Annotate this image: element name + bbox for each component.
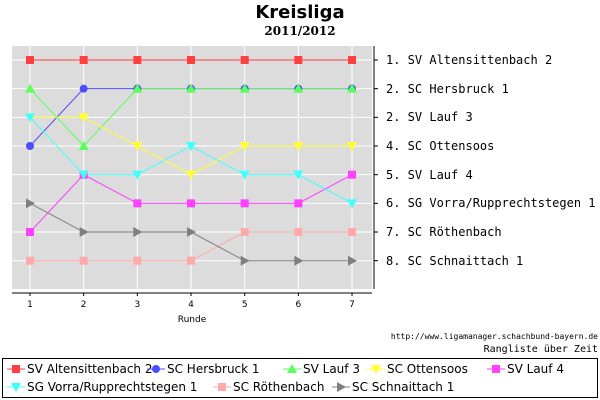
x-tick-label: 3 — [134, 300, 140, 310]
chart-plot: 1 2 3 4 5 6 7 Runde — [12, 46, 378, 325]
legend-marker — [218, 383, 226, 391]
data-point — [347, 83, 358, 93]
data-point — [78, 113, 89, 123]
data-point — [187, 227, 197, 238]
data-point — [239, 142, 250, 152]
data-point — [25, 83, 35, 93]
legend-swatch — [7, 383, 25, 392]
data-point — [79, 84, 88, 93]
chart-subtitle: 2011/2012 — [264, 24, 336, 38]
data-point — [240, 255, 250, 266]
data-point — [187, 199, 196, 208]
data-point — [133, 199, 142, 208]
legend-label: SC Röthenbach — [233, 380, 325, 394]
legend-swatch — [332, 382, 350, 392]
x-tick-label: 6 — [295, 300, 301, 310]
ranking-label: 2. SV Lauf 3 — [386, 110, 473, 125]
data-point — [293, 142, 304, 152]
data-point — [26, 228, 34, 237]
legend-label: SV Altensittenbach 2 — [27, 362, 153, 376]
data-point — [78, 170, 89, 180]
x-tick-label: 5 — [242, 300, 248, 310]
legend-label: SC Ottensoos — [387, 362, 468, 376]
data-point — [187, 256, 196, 265]
legend-swatch — [213, 383, 231, 391]
data-point — [348, 170, 357, 179]
legend-marker — [337, 382, 346, 392]
data-point — [186, 83, 197, 93]
data-point — [25, 113, 35, 123]
data-point — [294, 199, 303, 208]
data-point — [132, 142, 143, 152]
data-point — [347, 142, 358, 152]
x-tick-label: 7 — [349, 300, 355, 310]
legend-marker — [11, 383, 21, 392]
data-point — [26, 256, 34, 265]
legend-marker — [371, 365, 381, 374]
legend-label: SC Schnaittach 1 — [352, 380, 455, 394]
legend-swatch — [147, 365, 165, 373]
data-point — [187, 56, 196, 64]
chart-caption: Rangliste über Zeit — [483, 344, 598, 355]
data-point — [186, 170, 197, 180]
data-point — [348, 228, 357, 237]
ranking-label: 2. SC Hersbruck 1 — [386, 81, 509, 96]
legend-label: SG Vorra/Rupprechtstegen 1 — [27, 380, 198, 394]
data-point — [133, 227, 143, 238]
data-point — [348, 56, 357, 64]
ranking-label: 5. SV Lauf 4 — [386, 167, 473, 182]
data-point — [133, 56, 142, 64]
legend-label: SV Lauf 4 — [507, 362, 564, 376]
data-point — [78, 141, 89, 151]
data-point — [79, 227, 89, 238]
legend-marker — [287, 364, 297, 373]
data-point — [79, 256, 88, 265]
legend-label: SC Hersbruck 1 — [167, 362, 260, 376]
legend-label: SV Lauf 3 — [303, 362, 360, 376]
legend-marker — [492, 365, 500, 373]
legend-marker — [152, 365, 160, 373]
data-point — [26, 56, 34, 64]
data-point — [132, 170, 143, 180]
x-tick-label: 2 — [81, 300, 87, 310]
data-point — [294, 255, 304, 266]
x-tick-label: 4 — [188, 300, 194, 310]
ranking-label: 6. SG Vorra/Rupprechtstegen 1 — [386, 196, 596, 211]
data-point — [348, 255, 358, 266]
plot-area — [12, 46, 372, 289]
data-point — [79, 56, 88, 64]
legend-swatch — [367, 365, 385, 374]
data-point — [132, 83, 143, 93]
data-point — [293, 83, 304, 93]
x-axis-label: Runde — [178, 315, 207, 325]
legend-marker — [12, 365, 20, 373]
x-tick-label: 1 — [27, 300, 33, 310]
chart-legend: SV Altensittenbach 2 SC Hersbruck 1 SV Lau… — [2, 358, 598, 398]
ranking-label: 8. SC Schnaittach 1 — [386, 253, 524, 268]
data-point — [347, 199, 358, 209]
data-point — [239, 170, 250, 180]
ranking-label: 4. SC Ottensoos — [386, 139, 495, 153]
data-point — [293, 170, 304, 180]
data-point — [294, 228, 303, 237]
data-point — [186, 142, 197, 152]
legend-swatch — [7, 365, 25, 373]
data-point — [239, 83, 250, 93]
chart-title: Kreisliga — [255, 2, 345, 23]
data-point — [240, 56, 249, 64]
data-point — [26, 142, 34, 151]
data-point — [240, 228, 249, 237]
legend-swatch — [487, 365, 505, 373]
data-point — [133, 256, 142, 265]
legend-swatch — [283, 364, 301, 373]
ranking-label: 1. SV Altensittenbach 2 — [386, 53, 553, 67]
data-point — [26, 198, 35, 209]
data-point — [240, 199, 249, 208]
source-url: http://www.ligamanager.schachbund-bayern… — [390, 332, 598, 341]
data-point — [294, 56, 303, 64]
ranking-label: 7. SC Röthenbach — [386, 225, 502, 240]
